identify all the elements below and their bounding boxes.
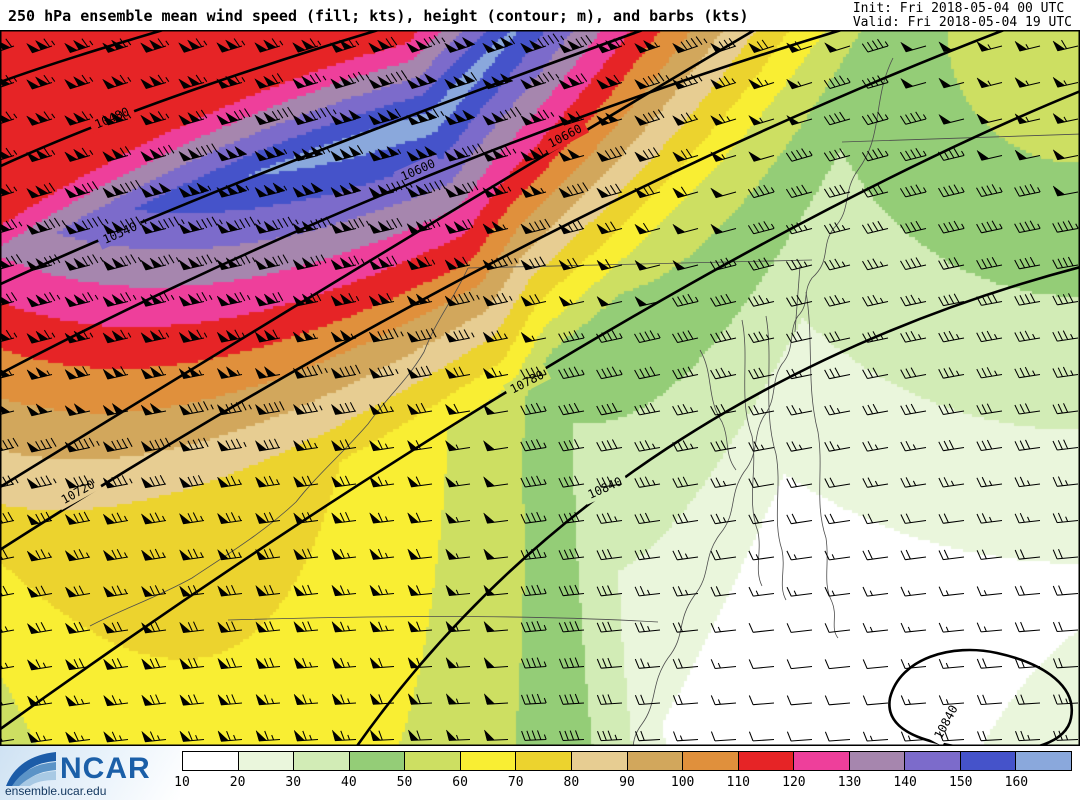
legend-tick-label: 50 [396, 775, 413, 790]
legend-tick-label: 80 [563, 775, 580, 790]
legend-cell [237, 752, 294, 770]
contour-label-text: 10780 [508, 368, 547, 397]
height-contour-line [0, 30, 647, 286]
border-line [227, 616, 659, 623]
legend-bar [182, 751, 1072, 771]
contour-label-text: 10720 [59, 477, 97, 507]
border-line [632, 57, 894, 746]
legend-cell [848, 752, 905, 770]
init-time: Init: Fri 2018-05-04 00 UTC [852, 1, 1065, 16]
legend-cell [404, 752, 460, 770]
contour-label: 10840 [928, 697, 964, 746]
legend-cell [348, 752, 405, 770]
height-contour-line [888, 648, 1074, 746]
contour-label: 10540 [95, 216, 145, 250]
legend-cell [959, 752, 1016, 770]
legend-cell [682, 752, 738, 770]
legend-tick-label: 90 [619, 775, 635, 790]
site-url: ensemble.ucar.edu [5, 784, 107, 798]
legend-cell [1015, 752, 1071, 770]
ncar-brand: NCAR ensemble.ucar.edu [0, 746, 180, 800]
wind-speed-fill-layer [0, 30, 1080, 746]
wind-barb-flags [0, 36, 1066, 743]
legend-tick-label: 10 [174, 775, 190, 790]
border-line [794, 265, 801, 333]
legend-cell [183, 752, 238, 770]
legend-cell [626, 752, 683, 770]
contour-label: 10480 [87, 101, 137, 135]
height-contour-line [0, 30, 758, 489]
legend-tick-label: 100 [670, 775, 695, 790]
legend-tick-label: 160 [1004, 775, 1029, 790]
legend-cell [737, 752, 794, 770]
page-title: 250 hPa ensemble mean wind speed (fill; … [8, 7, 749, 25]
border-line [841, 133, 1080, 143]
legend-tick-label: 150 [949, 775, 973, 790]
border-line [89, 267, 469, 627]
legend-tick-label: 20 [229, 775, 246, 790]
border-line [741, 319, 763, 587]
contour-label-text: 10840 [586, 474, 625, 501]
legend-ticks: 10 20 30 40 50 60 70 80 90 100 110 120 130 140 150 160 [174, 775, 1072, 791]
legend-cell [904, 752, 960, 770]
height-contours [0, 30, 1080, 746]
legend-cell [515, 752, 571, 770]
legend-cell [793, 752, 849, 770]
footer: NCAR ensemble.ucar.edu 10 20 30 40 50 60 70 80 9… [0, 746, 1080, 800]
titlebar: 250 hPa ensemble mean wind speed (fill; … [0, 0, 1080, 30]
border-line [805, 291, 839, 639]
contour-label: 10840 [580, 471, 630, 505]
contour-label: 10720 [54, 473, 102, 511]
legend-cell [459, 752, 516, 770]
height-contour-line [0, 30, 383, 168]
height-contour-line [355, 265, 1080, 746]
legend-tick-label: 120 [782, 775, 806, 790]
height-contour-line [0, 30, 168, 84]
map-frame [0, 30, 1080, 746]
legend-tick-label: 70 [507, 775, 524, 790]
geography-borders [89, 57, 1080, 746]
border-line [765, 315, 787, 601]
border-line [699, 349, 737, 471]
run-times: Init: Fri 2018-05-04 00 UTC Valid: Fri 2… [853, 2, 1072, 30]
legend-cell [570, 752, 627, 770]
ncar-logo-icon [6, 752, 56, 786]
wind-speed-legend: 10 20 30 40 50 60 70 80 90 100 110 120 130 140 150 160 [174, 751, 1072, 793]
ncar-logo-text: NCAR [60, 752, 151, 785]
legend-tick-label: 60 [452, 775, 468, 790]
legend-tick-label: 130 [837, 775, 862, 790]
legend-tick-label: 140 [893, 775, 917, 790]
map-region: 10480 10540 10600 10660 10720 10780 10840 10840 [0, 30, 1080, 746]
legend-cell [293, 752, 349, 770]
legend-tick-label: 30 [285, 775, 302, 790]
valid-time: Valid: Fri 2018-05-04 19 UTC [852, 15, 1072, 30]
height-contour-line [0, 30, 1008, 552]
contour-label-text: 10480 [93, 104, 132, 131]
legend-tick-label: 40 [341, 775, 357, 790]
height-contour-line [0, 30, 846, 376]
legend-tick-label: 110 [726, 775, 750, 790]
contour-label-text: 10660 [546, 121, 584, 150]
